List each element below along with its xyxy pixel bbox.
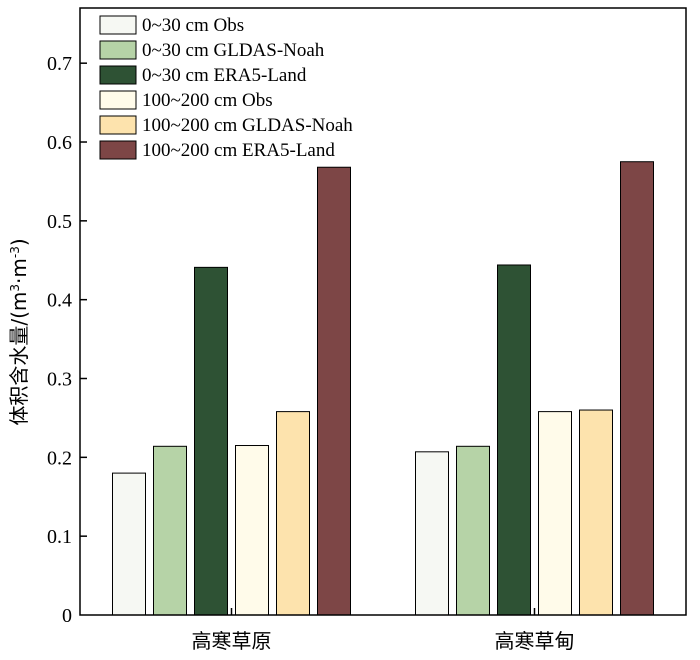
bar bbox=[235, 445, 269, 616]
legend: 0~30 cm Obs 0~30 cm GLDAS-Noah 0~30 cm ERA… bbox=[99, 15, 353, 161]
bar bbox=[112, 472, 146, 616]
y-axis-title-mid: ·m bbox=[7, 258, 31, 284]
legend-swatch bbox=[99, 115, 137, 135]
bar bbox=[620, 161, 654, 616]
plot-frame bbox=[79, 7, 687, 616]
legend-swatch bbox=[99, 40, 137, 60]
y-tick-label: 0.1 bbox=[47, 526, 72, 548]
y-axis-title-sup1: 3 bbox=[8, 284, 22, 292]
y-tick-label: 0.6 bbox=[47, 132, 72, 154]
x-tick-label: 高寒草甸 bbox=[495, 629, 575, 653]
bar bbox=[456, 445, 490, 616]
bar bbox=[276, 411, 310, 616]
legend-swatch bbox=[99, 90, 137, 110]
y-axis-title: 体积含水量/(m3·m-3) bbox=[7, 238, 31, 425]
y-tick-label: 0.7 bbox=[47, 53, 72, 75]
y-tick-label: 0.3 bbox=[47, 369, 72, 391]
x-axis: 高寒草原 高寒草甸 bbox=[192, 608, 575, 653]
legend-swatch bbox=[99, 140, 137, 160]
y-axis: 0 0.1 0.2 0.3 0.4 0.5 0.6 0.7 bbox=[47, 53, 87, 627]
legend-label: 100~200 cm GLDAS-Noah bbox=[142, 115, 353, 136]
y-tick-label: 0 bbox=[62, 605, 72, 627]
legend-swatch bbox=[99, 15, 137, 35]
bar bbox=[194, 266, 228, 616]
bars-group bbox=[112, 161, 654, 616]
bar bbox=[415, 451, 449, 616]
bar bbox=[497, 264, 531, 616]
legend-label: 100~200 cm Obs bbox=[142, 90, 273, 111]
legend-label: 100~200 cm ERA5-Land bbox=[142, 140, 335, 161]
legend-label: 0~30 cm GLDAS-Noah bbox=[142, 40, 325, 61]
x-tick-label: 高寒草原 bbox=[192, 629, 272, 653]
bar bbox=[538, 411, 572, 616]
y-axis-title-sup2: -3 bbox=[8, 246, 22, 258]
bar bbox=[317, 166, 351, 616]
legend-label: 0~30 cm Obs bbox=[142, 15, 244, 36]
y-axis-title-end: ) bbox=[7, 238, 31, 246]
y-tick-label: 0.5 bbox=[47, 211, 72, 233]
y-axis-title-main: 体积含水量/(m bbox=[7, 292, 31, 426]
y-tick-label: 0.2 bbox=[47, 447, 72, 469]
legend-label: 0~30 cm ERA5-Land bbox=[142, 65, 307, 86]
y-tick-label: 0.4 bbox=[47, 290, 72, 312]
bar bbox=[153, 445, 187, 616]
legend-swatch bbox=[99, 65, 137, 85]
bar bbox=[579, 409, 613, 616]
